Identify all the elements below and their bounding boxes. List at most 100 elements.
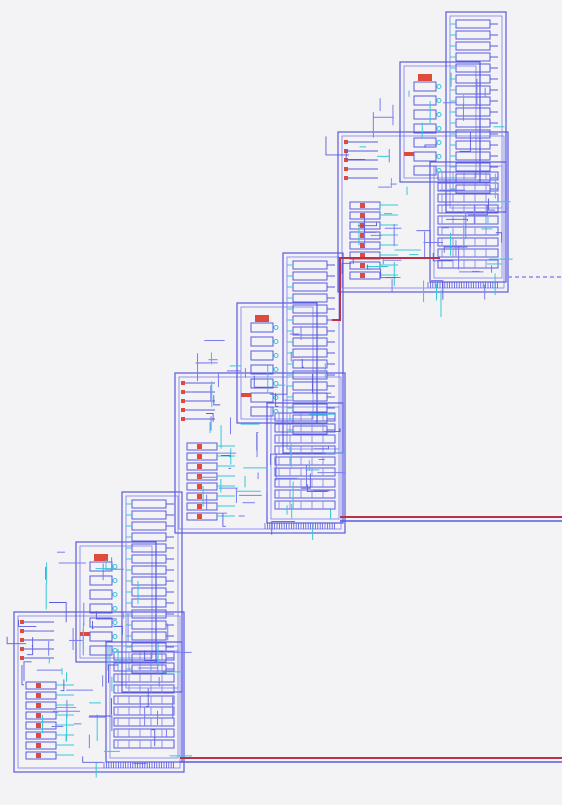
trace: [301, 358, 304, 368]
trace: [443, 246, 468, 253]
trace: [144, 650, 158, 662]
trace: [459, 132, 471, 152]
red-component: [181, 381, 185, 385]
trace: [432, 252, 453, 262]
logic-gate: [250, 336, 274, 347]
trace: [363, 216, 377, 233]
logic-gate: [89, 589, 113, 600]
logic-block: [274, 489, 336, 499]
logic-block: [292, 425, 328, 435]
gate-node: [112, 620, 118, 625]
trace: [323, 428, 341, 433]
gate-node: [436, 126, 442, 131]
trace: [495, 232, 503, 243]
red-component: [197, 454, 202, 459]
logic-block: [274, 467, 336, 477]
logic-gate: [89, 575, 113, 586]
logic-block: [131, 521, 167, 531]
trace: [206, 413, 214, 422]
red-component: [36, 713, 41, 718]
red-component: [36, 703, 41, 708]
trace: [151, 729, 156, 747]
logic-block: [437, 226, 499, 236]
red-component: [360, 213, 365, 218]
logic-block: [455, 30, 491, 40]
logic-block: [292, 315, 328, 325]
logic-block: [113, 673, 175, 683]
red-component: [344, 140, 348, 144]
logic-gate: [250, 364, 274, 375]
logic-block: [292, 271, 328, 281]
trace: [95, 611, 117, 620]
red-component: [360, 273, 365, 278]
red-component: [20, 647, 24, 651]
trace: [271, 520, 296, 535]
logic-gate: [413, 123, 437, 134]
logic-block: [455, 118, 491, 128]
red-component: [181, 399, 185, 403]
logic-block: [113, 684, 175, 694]
logic-block: [455, 129, 491, 139]
logic-block: [274, 412, 336, 422]
trace: [270, 453, 291, 466]
trace: [424, 144, 437, 148]
red-component: [360, 253, 365, 258]
trace: [306, 484, 328, 492]
red-component: [197, 464, 202, 469]
logic-block: [455, 107, 491, 117]
logic-gate: [250, 392, 274, 403]
logic-block: [455, 96, 491, 106]
logic-block: [292, 282, 328, 292]
logic-block: [131, 631, 167, 641]
red-component: [36, 683, 41, 688]
gate-node: [436, 112, 442, 117]
logic-block: [131, 543, 167, 553]
gate-node: [436, 84, 442, 89]
red-component: [197, 504, 202, 509]
trace: [487, 198, 496, 211]
logic-block: [274, 456, 336, 466]
trace: [431, 280, 444, 300]
red-component: [36, 753, 41, 758]
red-component: [36, 743, 41, 748]
board-inner-outline: [79, 545, 153, 659]
board-outline: [236, 302, 318, 424]
red-component: [36, 693, 41, 698]
trace: [253, 375, 278, 388]
red-component: [181, 408, 185, 412]
board-outline: [13, 611, 185, 773]
logic-block: [292, 304, 328, 314]
trace: [82, 756, 104, 763]
board-outline: [105, 641, 183, 763]
gate-node: [436, 98, 442, 103]
logic-block: [113, 717, 175, 727]
red-component: [344, 167, 348, 171]
logic-block: [131, 598, 167, 608]
red-component: [344, 176, 348, 180]
logic-block: [292, 293, 328, 303]
trace: [380, 268, 396, 279]
trace: [367, 264, 371, 270]
trace: [311, 373, 332, 394]
gate-node: [112, 578, 118, 583]
red-component: [197, 514, 202, 519]
logic-block: [455, 140, 491, 150]
logic-block: [131, 642, 167, 652]
logic-block: [274, 478, 336, 488]
board-inner-outline: [109, 645, 179, 759]
red-component: [94, 554, 108, 561]
logic-block: [455, 52, 491, 62]
trace: [416, 230, 431, 248]
logic-block: [437, 204, 499, 214]
board-outline: [75, 541, 157, 663]
logic-gate: [89, 645, 113, 656]
logic-block: [274, 423, 336, 433]
logic-gate: [413, 151, 437, 162]
bus-connector: [332, 257, 440, 321]
logic-block: [292, 403, 328, 413]
logic-block: [292, 370, 328, 380]
red-component: [20, 620, 24, 624]
logic-block: [131, 620, 167, 630]
logic-gate: [413, 109, 437, 120]
gate-node: [436, 154, 442, 159]
